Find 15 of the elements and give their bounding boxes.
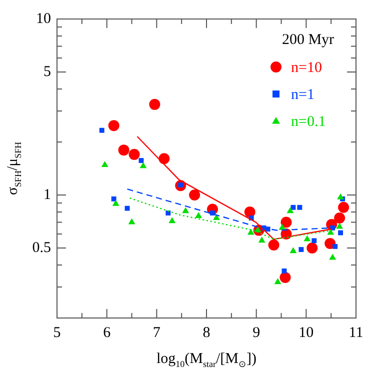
x-tick-label: 9 [252, 324, 260, 341]
x-tick-label: 6 [103, 324, 112, 341]
y-tick-label: 5 [44, 64, 51, 80]
legend-title: 200 Myr [282, 32, 334, 48]
legend-label: n=10 [291, 60, 322, 76]
legend-label: n=0.1 [291, 114, 326, 130]
y-tick-label: 0.5 [32, 240, 51, 256]
x-tick-label: 8 [202, 324, 210, 341]
x-tick-label: 10 [298, 324, 314, 341]
legend-label: n=1 [291, 87, 314, 103]
y-axis-title: σSFH/μSFH [5, 141, 23, 196]
y-tick-label: 1 [44, 186, 51, 203]
y-tick-label: 10 [36, 10, 51, 27]
x-tick-label: 7 [152, 324, 161, 341]
x-tick-label: 11 [348, 324, 364, 341]
